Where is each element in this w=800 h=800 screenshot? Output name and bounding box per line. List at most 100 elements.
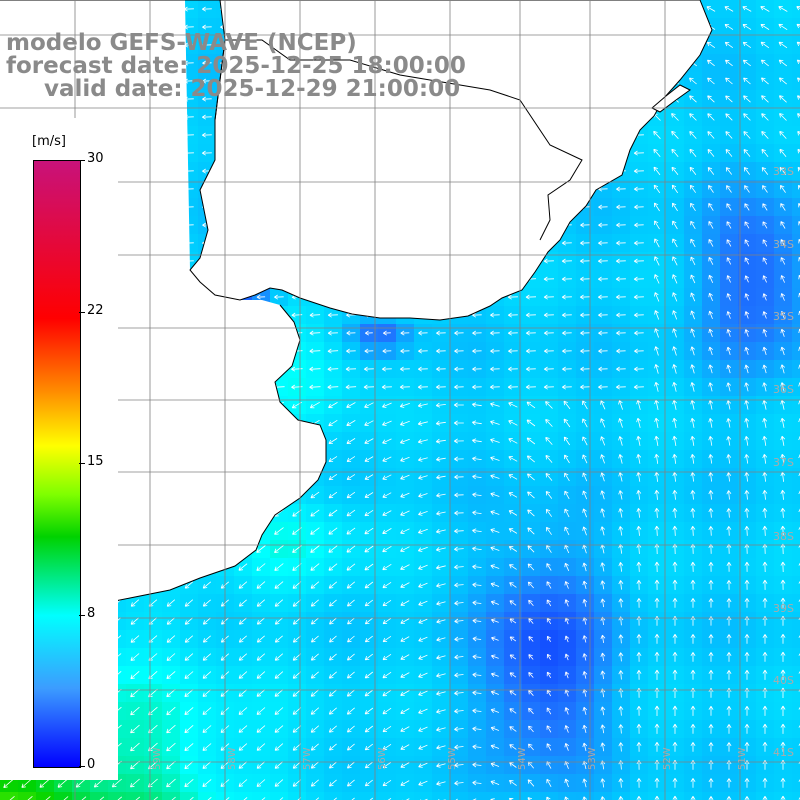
wind-arrow [562,330,572,336]
wind-arrow [563,400,571,410]
wind-arrow [672,777,678,788]
wind-arrow [780,507,786,518]
wind-arrow [207,796,212,800]
wind-arrow [315,797,320,800]
wind-arrow [525,384,536,390]
wind-arrow [490,582,500,587]
wind-arrow [672,741,678,752]
wind-arrow [618,652,624,662]
wind-cell [792,378,800,397]
wind-arrow [636,598,642,608]
wind-arrow [633,312,644,318]
wind-arrow [546,581,552,589]
wind-arrow [633,150,644,156]
wind-arrow [364,671,374,679]
wind-arrow [780,400,786,410]
wind-arrow [417,528,428,534]
wind-arrow [291,312,303,318]
wind-arrow [202,60,212,66]
wind-arrow [726,580,732,590]
wind-arrow [382,671,392,679]
wind-arrow [184,599,194,607]
wind-arrow [726,275,732,283]
wind-arrow [636,561,642,572]
wind-cell [792,612,800,631]
wind-arrow [600,634,606,643]
wind-arrow [130,742,140,752]
wind-arrow [543,312,554,318]
wind-cell [126,792,145,800]
wind-arrow [672,435,678,446]
wind-arrow [726,778,732,788]
wind-arrow [184,671,194,679]
wind-arrow [329,743,337,751]
wind-arrow [202,689,212,697]
wind-arrow [490,672,499,678]
wind-arrow [184,724,194,734]
wind-arrow [509,582,517,588]
wind-arrow [634,330,644,336]
wind-arrow [796,23,800,29]
wind-arrow [579,276,590,282]
wind-arrow [417,403,428,408]
wind-arrow [725,59,733,67]
wind-arrow [582,653,588,661]
wind-arrow [364,653,374,661]
wind-arrow [184,617,194,625]
wind-arrow [778,59,788,67]
wind-cell [792,522,800,541]
wind-arrow [274,563,284,571]
wind-arrow [546,796,551,800]
wind-arrow [744,221,750,229]
wind-arrow [454,474,464,480]
wind-arrow [436,655,446,660]
wind-arrow [490,726,500,731]
wind-cell [594,792,613,800]
wind-arrow [435,438,446,444]
wind-arrow [327,348,339,354]
wind-arrow [762,454,768,464]
wind-arrow [454,618,464,624]
wind-arrow [454,366,464,372]
wind-arrow [310,761,319,769]
wind-arrow [238,707,248,715]
wind-arrow [780,239,786,247]
wind-arrow [633,168,644,174]
wind-arrow [744,400,750,410]
wind-arrow [564,796,569,800]
wind-arrow [762,417,768,428]
wind-arrow [546,778,552,787]
wind-arrow [580,240,590,246]
wind-arrow [525,294,537,300]
wind-arrow [546,599,552,607]
wind-arrow [436,456,446,462]
wind-arrow [364,581,374,589]
wind-arrow [708,185,714,193]
wind-arrow [347,617,355,625]
wind-cell [144,792,163,800]
wind-arrow [238,725,248,733]
wind-arrow [780,741,786,752]
wind-arrow [672,202,678,212]
wind-arrow [672,292,678,302]
wind-arrow [600,400,606,410]
wind-arrow [256,671,266,679]
wind-arrow [454,762,464,768]
wind-arrow [654,777,660,788]
wind-arrow [472,564,482,570]
wind-arrow [328,509,338,517]
wind-arrow [454,384,464,390]
wind-arrow [654,453,660,464]
wind-arrow [400,528,410,534]
wind-arrow [615,384,626,390]
wind-arrow [726,652,732,662]
wind-arrow [654,651,660,662]
wind-arrow [707,149,715,157]
wind-arrow [743,167,751,175]
wind-arrow [382,510,392,516]
wind-arrow [364,330,373,336]
wind-arrow [780,777,786,788]
wind-arrow [238,779,248,787]
wind-arrow [171,796,176,800]
wind-arrow [742,6,752,12]
